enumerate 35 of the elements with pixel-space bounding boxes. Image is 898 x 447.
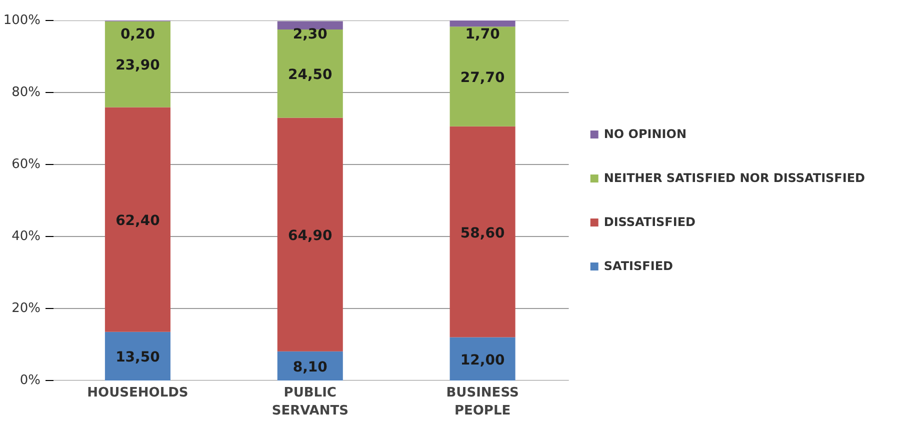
data-label: 27,70: [460, 70, 505, 86]
x-tick-label: HOUSEHOLDS: [87, 386, 188, 400]
data-label: 23,90: [116, 58, 160, 74]
y-tick-label: 80%: [12, 85, 41, 100]
legend-label: SATISFIED: [604, 259, 673, 273]
data-label: 62,40: [116, 213, 160, 230]
data-label: 8,10: [292, 359, 328, 376]
bar: [450, 20, 516, 27]
bar: [450, 337, 516, 380]
x-tick-label: PUBLIC SERVANTS: [272, 386, 348, 418]
data-label: 64,90: [288, 228, 333, 244]
bar: [104, 21, 170, 108]
legend-label: NO OPINION: [604, 127, 686, 141]
data-label: 13,50: [116, 350, 160, 366]
data-label: 58,60: [460, 225, 505, 242]
bar: [450, 126, 516, 338]
bar: [104, 332, 170, 380]
legend-label: DISSATISFIED: [604, 215, 696, 229]
data-label: 2,30: [292, 26, 328, 43]
data-label: 0,20: [120, 26, 156, 43]
bar: [450, 26, 516, 126]
y-tick-label: 40%: [12, 229, 41, 244]
y-tick-label: 100%: [3, 13, 41, 28]
bar: [277, 118, 343, 352]
y-tick-label: 60%: [12, 157, 41, 172]
data-label: 12,00: [460, 352, 505, 368]
bar: [277, 30, 343, 118]
bar: [104, 107, 170, 332]
data-label: 1,70: [465, 26, 500, 43]
legend-label: NEITHER SATISFIED NOR DISSATISFIED: [604, 171, 865, 185]
data-label: 24,50: [288, 67, 333, 84]
x-tick-label: BUSINESS PEOPLE: [446, 386, 519, 418]
bar: [277, 21, 343, 30]
y-tick-label: 20%: [12, 301, 41, 316]
y-tick-label: 0%: [20, 373, 40, 388]
